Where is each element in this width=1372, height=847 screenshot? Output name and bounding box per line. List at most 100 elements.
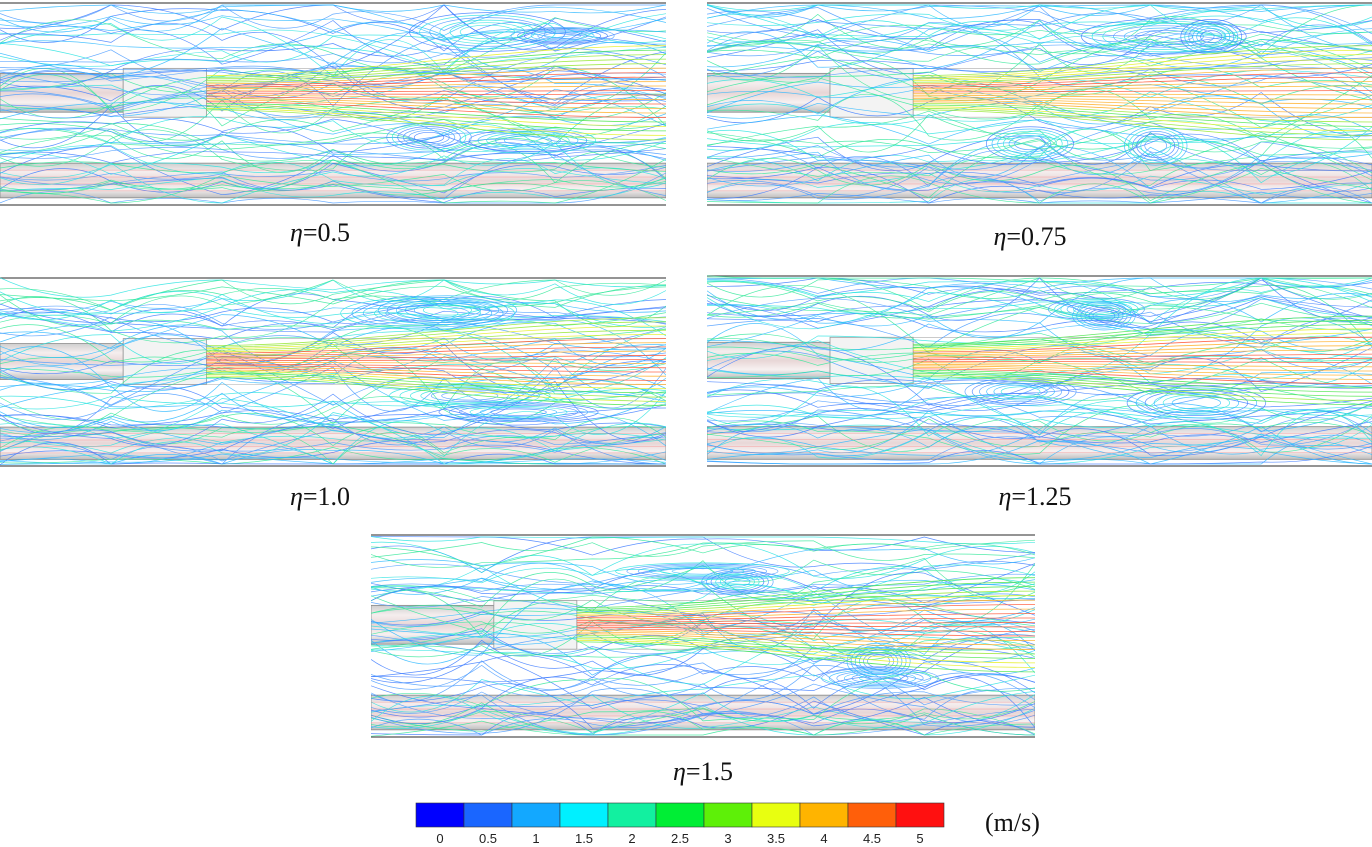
vortex-streamline [1196, 28, 1227, 46]
jet-streamline [206, 94, 666, 100]
streamline-plot [707, 2, 1372, 206]
streamline [707, 284, 1372, 354]
jet-streamline [913, 90, 1372, 93]
jet-streamline [206, 363, 666, 369]
vortex-streamline [836, 670, 924, 687]
vortex-streamline [846, 642, 911, 680]
vortex-streamline [402, 128, 456, 147]
colorbar-tick-label: 4.5 [862, 831, 882, 846]
vortex-streamline [660, 566, 745, 576]
streamline [707, 418, 1372, 446]
jet-streamline [206, 368, 666, 381]
streamline-plot [371, 534, 1035, 738]
jet-streamline [576, 608, 1035, 620]
vortex-streamline [448, 403, 589, 421]
streamline [371, 660, 1035, 720]
streamline [371, 578, 1035, 600]
streamline [0, 88, 666, 135]
vortex-streamline [503, 135, 552, 146]
vortex-streamline [1162, 394, 1231, 412]
panel-caption-eta-0-75: η=0.75 [993, 222, 1067, 251]
streamline [0, 43, 666, 105]
streamline [707, 415, 1372, 453]
jet-streamline [206, 346, 666, 357]
streamline-panel-eta-0-5 [0, 2, 666, 206]
streamline [0, 49, 666, 104]
jet-streamline [913, 67, 1372, 85]
jet-streamline [913, 101, 1372, 118]
streamline [371, 541, 1035, 579]
streamline [0, 293, 666, 328]
vortex-streamline [993, 384, 1048, 399]
jet-streamline [913, 99, 1372, 114]
colorbar-tick-label: 3.5 [766, 831, 786, 846]
streamline [0, 129, 666, 184]
streamline [0, 46, 666, 66]
streamline [707, 92, 1372, 137]
streamline [707, 400, 1372, 457]
streamline [0, 279, 666, 344]
streamline [0, 332, 666, 393]
vortex-streamline [637, 564, 768, 578]
vortex-streamline [1132, 130, 1180, 161]
vortex-streamline [386, 297, 509, 323]
jet-streamline [206, 354, 666, 360]
jet-streamline [206, 359, 666, 362]
vortex-streamline [1128, 128, 1184, 163]
streamline [0, 104, 666, 161]
jet-streamline [206, 96, 666, 105]
streamline [707, 382, 1372, 412]
streamline [371, 702, 1035, 736]
streamline [707, 4, 1372, 35]
jet-streamline [206, 54, 666, 80]
streamline [0, 307, 666, 322]
vortex-streamline [828, 669, 932, 688]
streamline-plot [0, 2, 666, 206]
jet-streamline [576, 630, 1035, 641]
jet-streamline [206, 377, 666, 406]
colorbar-tick-label: 1.5 [574, 831, 594, 846]
vortex-streamline [459, 404, 578, 420]
streamline [707, 21, 1372, 44]
jet-streamline [206, 371, 666, 390]
streamline [0, 165, 666, 182]
vortex-streamline [715, 573, 760, 590]
streamline [0, 128, 666, 145]
vortex-streamline [986, 382, 1055, 401]
streamline [707, 167, 1372, 204]
streamline [371, 691, 1035, 720]
streamline [707, 277, 1372, 335]
jet-streamline [913, 332, 1372, 351]
jet-streamline [206, 45, 666, 76]
streamline [707, 110, 1372, 150]
streamline [707, 385, 1372, 457]
streamline [371, 611, 1035, 633]
vortex-streamline [985, 126, 1074, 162]
streamline [371, 559, 1035, 633]
vortex-streamline [517, 28, 608, 44]
streamline [371, 630, 1035, 655]
streamline [371, 701, 1035, 732]
jet-streamline [576, 613, 1035, 622]
streamline [371, 632, 1035, 655]
streamline-panel-eta-1-0 [0, 277, 666, 467]
streamline [0, 146, 666, 162]
streamline [371, 669, 1035, 691]
streamline [371, 720, 1035, 737]
vortex-streamline [1123, 27, 1204, 46]
jet-streamline [576, 626, 1035, 632]
vortex-streamline [404, 301, 491, 320]
colorbar-segment [751, 802, 801, 828]
streamline [707, 114, 1372, 145]
jet-streamline [913, 353, 1372, 359]
streamline [371, 683, 1035, 736]
vortex-streamline [1192, 25, 1231, 48]
jet-streamline [913, 109, 1372, 141]
jet-streamline [206, 101, 666, 118]
streamline [707, 277, 1372, 324]
jet-streamline [206, 90, 666, 93]
jet-streamline [576, 636, 1035, 659]
jet-streamline [576, 631, 1035, 646]
vortex-streamline [1000, 386, 1041, 397]
streamline [371, 619, 1035, 685]
